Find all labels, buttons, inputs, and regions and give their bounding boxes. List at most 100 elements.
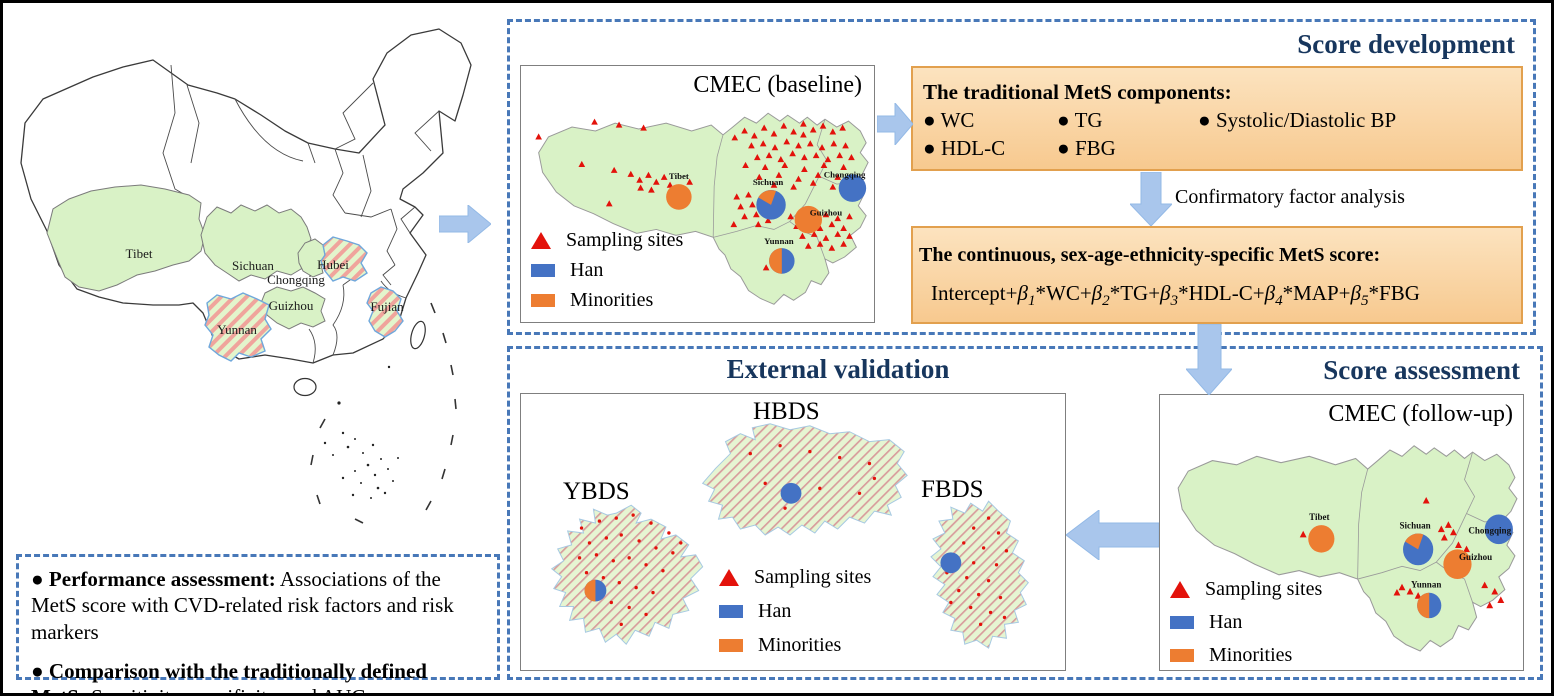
external-validation-title: External validation (726, 354, 950, 384)
validation-legend-minorities: Minorities (719, 634, 871, 657)
svg-text:Guizhou: Guizhou (1459, 553, 1492, 563)
islands (293, 320, 426, 397)
performance-assessment-text: Associations of the MetS score with CVD-… (31, 567, 454, 644)
fbds-map-shape (930, 500, 1029, 649)
followup-pie-labels: Tibet Sichuan Chongqing Guizhou Yunnan (1309, 513, 1511, 591)
component-fbg: ● FBG (1057, 136, 1116, 160)
sampling-sites-icon (531, 232, 551, 249)
pie-yunnan-minority-half (1417, 592, 1430, 619)
pie-yunnan-minority-half (769, 248, 782, 274)
minorities-swatch-icon (531, 294, 555, 307)
svg-text:Tibet: Tibet (1309, 513, 1330, 523)
validation-legend: Sampling sites Han Minorities (719, 566, 871, 657)
label-tibet: Tibet (126, 246, 153, 261)
score-assessment-title: Score assessment (1323, 355, 1520, 385)
ybds-map-shape (550, 504, 704, 645)
performance-assessment-label: ● Performance assessment: (31, 567, 276, 591)
comparison-item: ● Comparison with the traditionally defi… (31, 658, 485, 693)
cmec-baseline-title: CMEC (baseline) (693, 72, 862, 98)
hbds-label: HBDS (753, 398, 820, 425)
component-tg: ● TG (1057, 108, 1103, 132)
hbds-map-shape (701, 423, 908, 536)
performance-dashed-box (16, 554, 500, 680)
followup-legend-minorities: Minorities (1170, 644, 1322, 667)
cmec-followup-title: CMEC (follow-up) (1328, 401, 1513, 427)
score-development-title: Score development (1297, 29, 1515, 59)
validation-legend-sampling: Sampling sites (719, 566, 871, 589)
pie-guizhou (1443, 549, 1472, 580)
baseline-legend-sampling: Sampling sites (531, 229, 683, 252)
mets-components-title: The traditional MetS components: (923, 80, 1232, 104)
followup-legend-han: Han (1170, 611, 1322, 634)
fbds-label: FBDS (921, 476, 984, 503)
followup-pies (1308, 514, 1513, 619)
pie-tibet (666, 184, 692, 210)
external-validation-panel: YBDS HBDS FBDS Sampling sites Han Minori… (520, 393, 1066, 671)
fbds-pie (940, 552, 962, 574)
svg-text:Guizhou: Guizhou (810, 208, 842, 218)
nine-dash-line (310, 302, 457, 524)
label-sichuan: Sichuan (232, 258, 274, 273)
province-fujian (366, 286, 404, 338)
external-validation-maps (550, 423, 1029, 649)
pie-chongqing (1484, 514, 1513, 545)
bullet-icon: ● (923, 108, 936, 132)
pie-sichuan-minority-wedge (758, 190, 777, 205)
svg-text:Tibet: Tibet (669, 171, 689, 181)
minorities-swatch-icon (719, 639, 743, 652)
followup-legend: Sampling sites Han Minorities (1170, 578, 1322, 667)
baseline-legend-han-label: Han (570, 259, 604, 281)
bullet-icon: ● (1057, 108, 1070, 132)
svg-text:Chongqing: Chongqing (824, 169, 866, 179)
pie-guizhou (794, 205, 823, 234)
pie-chongqing (838, 174, 867, 202)
mets-score-formula: Intercept+β1*WC+β2*TG+β3*HDL-C+β4*MAP+β5… (931, 281, 1420, 310)
solid-green-provinces (46, 184, 326, 330)
cmec-followup-panel: CMEC (follow-up) (1159, 394, 1524, 671)
china-map: Tibet Sichuan Chongqing Hubei Guizhou Yu… (20, 28, 472, 524)
province-tibet (46, 184, 206, 292)
svg-text:Chongqing: Chongqing (1468, 526, 1511, 536)
arrow-assessment-to-validation (1066, 510, 1159, 560)
pie-tibet (1308, 525, 1335, 553)
validation-legend-han: Han (719, 600, 871, 623)
mets-score-box: The continuous, sex-age-ethnicity-specif… (911, 226, 1523, 324)
baseline-pies (666, 174, 867, 274)
performance-assessment-item: ● Performance assessment: Associations o… (31, 566, 485, 645)
cmec-baseline-map: Tibet Sichuan Chongqing Guizhou Yunnan (535, 112, 869, 305)
province-guizhou (260, 286, 326, 330)
svg-text:Yunnan: Yunnan (764, 236, 794, 246)
han-swatch-icon (719, 605, 743, 618)
score-development-dashed-box (507, 19, 1536, 335)
province-hubei (320, 236, 368, 282)
hainan-island (293, 377, 317, 397)
baseline-legend-sampling-label: Sampling sites (566, 229, 684, 251)
ybds-label: YBDS (563, 478, 630, 505)
component-hdlc: ● HDL-C (923, 136, 1006, 160)
hbds-pie (780, 482, 802, 504)
province-chongqing (297, 238, 326, 278)
performance-box-content: ● Performance assessment: Associations o… (19, 556, 497, 693)
validation-blobs (550, 423, 1029, 649)
province-yunnan (204, 292, 272, 362)
cmec-baseline-panel: CMEC (baseline) (520, 65, 875, 323)
baseline-pie-labels: Tibet Sichuan Chongqing Guizhou Yunnan (669, 169, 866, 246)
baseline-legend-minorities: Minorities (531, 289, 683, 312)
baseline-legend-minorities-label: Minorities (570, 289, 654, 311)
label-yunnan: Yunnan (217, 322, 257, 337)
component-bp: ● Systolic/Diastolic BP (1198, 108, 1397, 132)
sampling-sites-icon (1170, 581, 1190, 598)
minorities-swatch-icon (1170, 649, 1194, 662)
han-swatch-icon (1170, 616, 1194, 629)
svg-text:Sichuan: Sichuan (753, 177, 783, 187)
label-chongqing: Chongqing (267, 272, 325, 287)
component-wc: ● WC (923, 108, 975, 132)
baseline-legend: Sampling sites Han Minorities (531, 229, 683, 312)
bullet-icon: ● (1057, 136, 1070, 160)
bullet-icon: ● (923, 136, 936, 160)
label-hubei: Hubei (317, 257, 349, 272)
mets-components-box: The traditional MetS components: ● WC ● … (911, 66, 1523, 171)
ybds-pie-minority-half (584, 579, 596, 602)
china-map-labels: Tibet Sichuan Chongqing Hubei Guizhou Yu… (126, 246, 405, 337)
